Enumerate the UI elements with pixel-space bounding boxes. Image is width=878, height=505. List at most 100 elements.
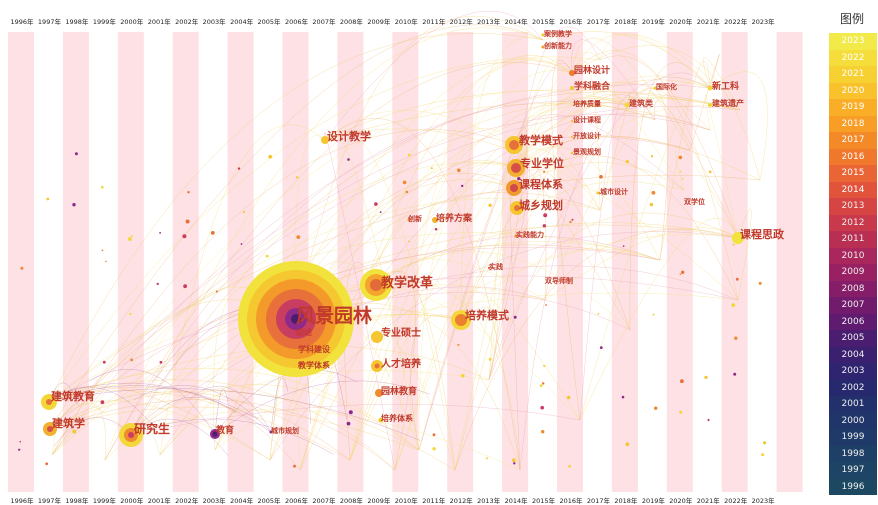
node-shijiannengli[interactable]: 实践能力 [514,230,545,239]
minor-node [681,177,684,180]
link-curve [674,145,739,239]
minor-node [650,155,654,158]
node-chuangxinnengli[interactable]: 创新能力 [541,41,573,50]
legend-year-swatch: 2007 [829,297,877,314]
node-jingguanguihua[interactable]: 景观规划 [570,147,601,156]
minor-node [461,373,465,378]
keyword-label: 人才培养 [381,357,422,370]
link-curve [488,72,711,381]
node-shejikecheng[interactable]: 设计课程 [570,115,601,124]
minor-node [542,382,545,385]
legend-year-swatch: 2011 [829,231,877,248]
year-tick-bottom: 2020年 [669,496,693,505]
legend-year-swatch: 2005 [829,330,877,347]
node-xuekejianshe: 学科建设 [298,344,330,354]
link-curve [324,132,420,451]
year-tick-top: 2015年 [532,17,556,26]
minor-node [543,213,548,218]
node-chengshiguihua[interactable]: 城市规划 [269,426,300,435]
link-curve [513,135,691,189]
year-tick-top: 2005年 [258,17,282,26]
link-curve [599,34,711,89]
minor-node [457,343,460,346]
link-curve [130,418,229,456]
minor-node [102,360,106,364]
node-jianzhujiaoyu[interactable]: 建筑教育 [41,389,95,410]
link-curve [51,90,628,456]
link-curve [89,368,216,435]
link-curve [519,77,711,471]
link-curve [51,162,517,456]
node-anlijiaoxue[interactable]: 案例教学 [541,29,573,38]
year-tick-top: 2001年 [148,17,172,26]
node-peiyangmoshi[interactable]: 培养模式 [451,308,509,330]
year-tick-bottom: 2017年 [587,496,611,505]
minor-node [346,421,351,426]
link-curve [48,390,351,461]
node-chuangxin[interactable]: 创新 [407,214,422,223]
node-shuangxuewei[interactable]: 双学位 [684,197,705,206]
node-xingongke[interactable]: 新工科 [707,80,740,92]
node-chengshisheji[interactable]: 城市设计 [596,187,629,196]
year-tick-top: 2011年 [422,17,446,26]
node-kechengtixi[interactable]: 课程体系 [506,177,563,196]
timeline-bottom: 1996年 1997年 1998年 1999年 2000年 2001年 2002年 2003年… [10,496,775,505]
minor-node [159,360,163,364]
keyword-label: 教学模式 [518,133,563,147]
node-peiyangtixi[interactable]: 培养体系 [378,413,414,423]
node-peiyangzhiliang[interactable]: 培养质量 [573,99,601,108]
node-chengxiangguihua[interactable]: 城乡规划 [510,198,563,215]
year-tick-bottom: 2014年 [505,496,529,505]
link-curve [626,88,669,261]
node-jianzhuyichan[interactable]: 建筑遗产 [708,98,744,108]
keyword-label: 城市设计 [600,187,628,196]
minor-node [130,235,133,238]
legend-year-swatch: 2004 [829,346,877,363]
link-curve [394,57,573,471]
node-jiaoyu[interactable]: 教育 [210,424,234,439]
node-fengjingyuanlin[interactable]: 风景园林 [238,261,372,377]
keyword-label: 培养方案 [436,212,473,224]
link-curve [130,384,420,451]
link-curve [130,103,656,436]
minor-node [18,448,21,451]
node-jianzhulei[interactable]: 建筑类 [624,98,654,108]
node-shijian[interactable]: 实践 [487,262,503,271]
keyword-label: 培养体系 [381,413,413,423]
node-yuanlinsheji[interactable]: 园林设计 [569,64,610,76]
year-tick-top: 2007年 [312,17,336,26]
link-curve [295,97,741,320]
node-jianzhuxue[interactable]: 建筑学 [43,416,85,436]
node-jiaoxuegaige[interactable]: 教学改革 [360,269,433,301]
minor-node [240,243,243,245]
node-shejijiaoxue[interactable]: 设计教学 [321,129,371,144]
node-yanjiusheng[interactable]: 研究生 [119,421,170,447]
minor-node [542,224,546,228]
minor-node [293,464,296,468]
link-curve [269,231,739,461]
node-zhuanyeshuoshi[interactable]: 专业硕士 [371,326,421,343]
node-kechengsizheng[interactable]: 课程思政 [732,227,785,244]
keyword-label: 实践能力 [516,230,544,239]
link-curve [418,75,711,451]
node-kaifangsheji[interactable]: 开放设计 [570,131,601,140]
node-zhuanyexuewei[interactable]: 专业学位 [507,156,564,177]
link-curve [324,118,521,471]
link-curve [324,110,601,211]
year-tick-bottom: 2004年 [230,496,254,505]
year-tick-top: 2006年 [285,17,309,26]
link-curve [104,100,628,461]
node-jiaoxuemoshi[interactable]: 教学模式 [505,133,563,154]
keyword-label: 研究生 [134,421,170,436]
year-tick-top: 2008年 [340,17,364,26]
node-yuanlinjiaoyu[interactable]: 园林教育 [375,385,417,397]
node-rencaipeiyang[interactable]: 人才培养 [371,357,422,372]
node-xuekerongjie[interactable]: 学科融合 [570,80,611,92]
minor-node [130,358,134,362]
node-shuangdaoshizhi[interactable]: 双导师制 [545,276,573,285]
link-curve [49,390,456,471]
minor-node [265,254,269,258]
node-peiyangfangan[interactable]: 培养方案 [432,212,473,224]
node-guojihua[interactable]: 国际化 [653,82,678,91]
